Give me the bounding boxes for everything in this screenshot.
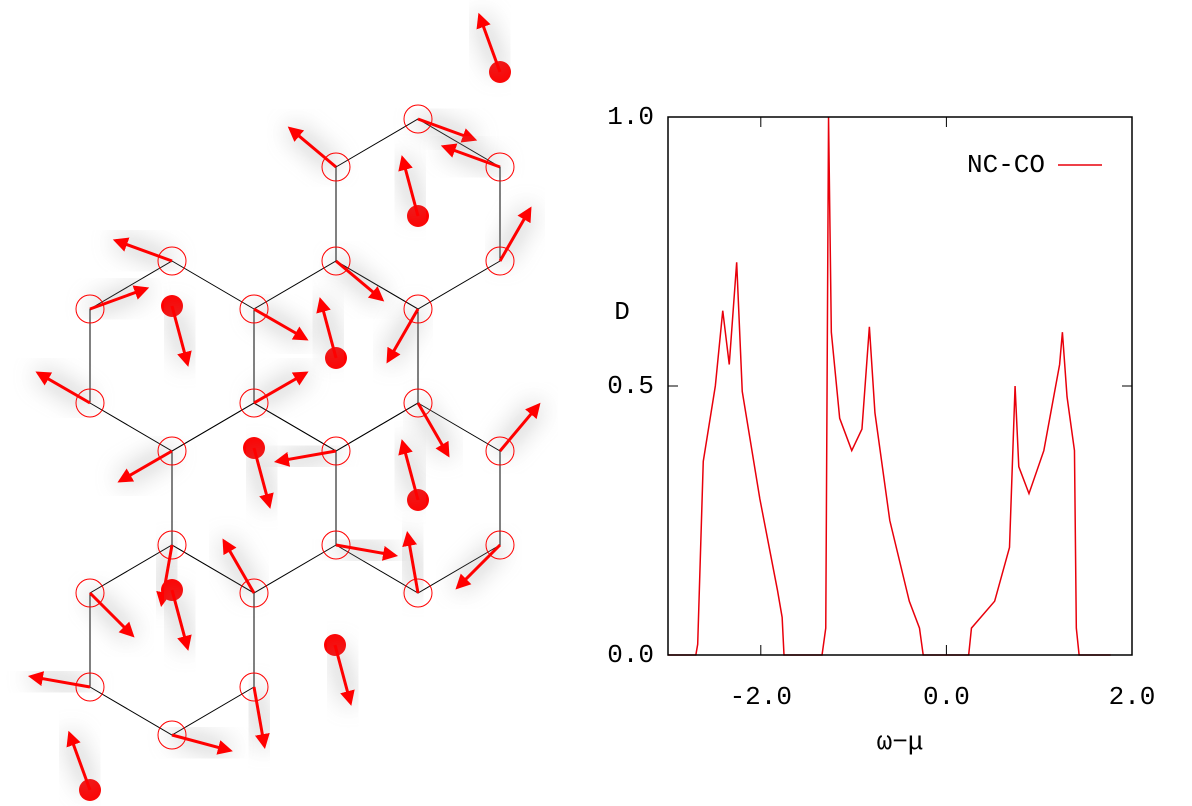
y-tick-label: 1.0 [607,102,654,132]
spin-arrow [224,541,254,593]
y-tick-label: 0.0 [607,640,654,670]
spin-arrow [90,593,132,635]
x-tick-label: 0.0 [923,682,970,712]
x-axis-label: ω−μ [877,727,924,757]
plot-background [668,117,1132,655]
spin-arrow [254,309,306,339]
y-tick-label: 0.5 [607,371,654,401]
spin-arrow [336,261,382,300]
spin-arrow [500,405,539,451]
y-axis-label: D [614,297,630,327]
lattice-edge [172,403,336,593]
x-tick-label: -2.0 [730,682,792,712]
plot: -2.0 0.0 2.0 0.0 0.5 1.0 Dω−μ NC-CO [607,102,1155,757]
spin-arrow [500,209,530,261]
x-tick-label: 2.0 [1109,682,1156,712]
spin-arrow [418,403,448,455]
spin-arrow [120,451,172,481]
spin-arrow [388,309,418,361]
spin-arrow [290,128,336,167]
legend-label: NC-CO [967,150,1045,180]
figure: -2.0 0.0 2.0 0.0 0.5 1.0 Dω−μ NC-CO [0,0,1192,806]
lattice-edge [90,261,254,451]
spin-arrow [38,373,90,403]
lattice-diagram [31,16,539,801]
spin-arrow [254,373,306,403]
